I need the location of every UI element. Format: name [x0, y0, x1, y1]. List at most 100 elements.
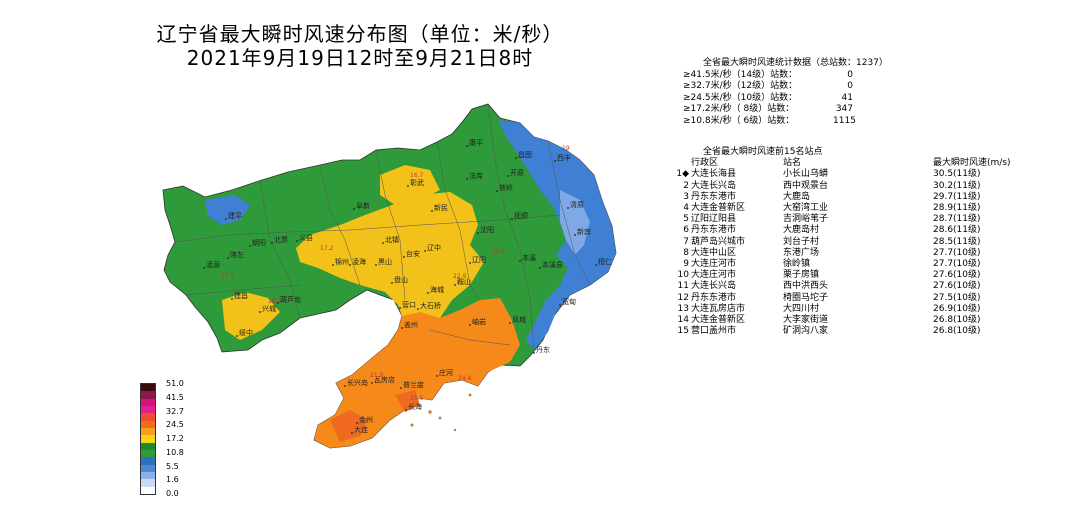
- city-marker: [509, 322, 511, 324]
- city-marker: [382, 242, 384, 244]
- district-cell: 大连长兴岛: [691, 180, 737, 191]
- city-marker: [391, 282, 393, 284]
- wind-value-label: 24.4: [458, 375, 472, 382]
- rank-cell: 2: [683, 180, 689, 191]
- wind-value-layer: 16.7 19 17.2 22.9 18.4 24.4 21.9 25.5 20.4 15.9: [221, 145, 570, 402]
- speed-cell: 28.9(11级): [933, 203, 981, 214]
- speed-cell: 28.6(11级): [933, 225, 981, 236]
- legend-tick-label: 32.7: [166, 406, 184, 416]
- city-marker: [236, 335, 238, 337]
- speed-cell: 27.6(10级): [933, 270, 981, 281]
- speed-cell: 28.5(11级): [933, 236, 981, 247]
- city-marker: [507, 175, 509, 177]
- city-marker: [249, 245, 251, 247]
- statistics-label: ≥10.8米/秒（ 6级）站数：: [683, 115, 795, 126]
- top15-row: 13 大连瓦房店市 大四川村 26.9(10级): [665, 304, 1013, 315]
- city-marker: [371, 382, 373, 384]
- top15-row: 6 丹东东港市 大鹿岛村 28.6(11级): [665, 225, 1013, 236]
- city-label: 凤城: [512, 316, 526, 324]
- district-cell: 大连长海县: [691, 169, 737, 180]
- station-cell: 大鹿岛: [783, 191, 811, 202]
- legend-tick-label: 10.8: [166, 447, 184, 457]
- station-cell: 椅圈马坨子: [783, 292, 829, 303]
- city-label: 凌海: [352, 257, 366, 266]
- city-label: 岫岩: [472, 317, 486, 326]
- city-marker: [203, 267, 205, 269]
- wind-value-label: 15.9: [221, 272, 235, 279]
- city-marker: [477, 232, 479, 234]
- top15-row: 10 大连庄河市 栗子房镇 27.6(10级): [665, 270, 1013, 281]
- statistics-row: ≥41.5米/秒（14级）站数： 0: [683, 70, 888, 82]
- city-marker: [349, 264, 351, 266]
- city-marker: [567, 207, 569, 209]
- city-label: 抚顺: [514, 211, 528, 220]
- legend-color-swatch: [141, 449, 155, 458]
- city-marker: [407, 185, 409, 187]
- city-label: 宽甸: [562, 297, 576, 306]
- county-boundaries: [174, 103, 591, 351]
- district-cell: 大连长兴岛: [691, 281, 737, 292]
- city-label: 长兴岛: [347, 378, 368, 387]
- map-title: 辽宁省最大瞬时风速分布图（单位：米/秒）: [156, 22, 564, 46]
- legend-tick-label: 17.2: [166, 434, 184, 443]
- islands: [410, 382, 472, 432]
- speed-cell: 27.7(10级): [933, 247, 981, 258]
- city-marker: [431, 210, 433, 212]
- city-label: 阜新: [356, 201, 370, 210]
- city-marker: [519, 260, 521, 262]
- city-label: 葫芦岛: [280, 295, 301, 304]
- speed-cell: 28.7(11级): [933, 214, 981, 225]
- rank-cell: 12: [677, 292, 689, 303]
- speed-cell: 30.5(11级): [933, 169, 981, 180]
- wind-value-label: 17.2: [320, 245, 334, 252]
- top15-rows: 1◆ 大连长海县 小长山乌蟒 30.5(11级) 2 大连长兴岛 西中观景台 30.2(11级…: [665, 169, 1013, 337]
- city-label: 凌源: [206, 260, 220, 269]
- statistics-row: ≥10.8米/秒（ 6级）站数： 1115: [683, 116, 888, 128]
- city-label: 法库: [469, 171, 483, 180]
- legend-color-swatch: [141, 471, 155, 480]
- rank-cell: 15: [677, 326, 689, 337]
- station-cell: 大鹿岛村: [783, 225, 820, 236]
- station-cell: 西中洪西头: [783, 281, 829, 292]
- city-marker: [401, 327, 403, 329]
- district-cell: 丹东东港市: [691, 292, 737, 303]
- city-label: 大石桥: [420, 301, 441, 310]
- rank-cell: 10: [677, 270, 689, 281]
- city-marker: [466, 178, 468, 180]
- map-subtitle: 2021年9月19日12时至9月21日8时: [186, 46, 534, 70]
- city-marker: [533, 352, 535, 354]
- city-label: 盘山: [394, 275, 408, 284]
- speed-cell: 26.9(10级): [933, 303, 981, 314]
- city-label: 辽阳: [472, 255, 486, 264]
- rank-cell: 6: [683, 225, 689, 236]
- orange-dark-zone-2: [395, 390, 420, 412]
- city-marker: [417, 308, 419, 310]
- district-cell: 辽阳辽阳县: [691, 214, 737, 225]
- city-label: 北票: [274, 236, 288, 244]
- statistics-value: 347: [835, 104, 853, 114]
- city-label: 辽中: [427, 243, 441, 252]
- city-marker: [469, 262, 471, 264]
- city-label: 桓仁: [598, 257, 612, 266]
- city-marker: [559, 304, 561, 306]
- top15-row: 5 辽阳辽阳县 吉洞峪苇子 28.7(11级): [665, 214, 1013, 225]
- district-cell: 丹东东港市: [691, 191, 737, 202]
- city-marker: [296, 240, 298, 242]
- legend-color-swatch: [141, 413, 155, 421]
- legend-color-swatch: [141, 391, 155, 399]
- statistics-rows: ≥41.5米/秒（14级）站数： 0 ≥32.7米/秒（12级）站数： 0 ≥24.5米…: [683, 70, 888, 128]
- blue-zone-west: [205, 195, 250, 225]
- top15-caption: 全省最大瞬时风速前15名站点: [703, 147, 823, 157]
- yellow-zone-south-west: [222, 292, 280, 340]
- speed-cell: 27.7(10级): [933, 259, 981, 270]
- city-label: 西丰: [557, 153, 571, 162]
- legend-tick-label: 5.5: [166, 461, 179, 471]
- city-marker: [231, 298, 233, 300]
- top15-row: 11 大连长兴岛 西中洪西头 27.6(10级): [665, 281, 1013, 292]
- city-label: 庄河: [439, 368, 453, 377]
- statistics-label: ≥32.7米/秒（12级）站数：: [683, 81, 798, 91]
- top15-header-row: 行政区 站名 最大瞬时风速(m/s): [665, 158, 1013, 169]
- top15-row: 14 大连金普新区 大李家街道 26.8(10级): [665, 315, 1013, 326]
- statistics-label: ≥17.2米/秒（ 8级）站数：: [683, 104, 795, 114]
- station-cell: 大李家街道: [783, 315, 829, 326]
